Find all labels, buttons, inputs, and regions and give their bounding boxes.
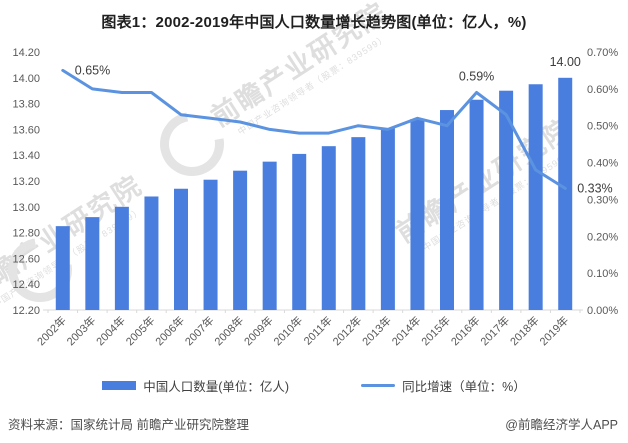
population-bar xyxy=(55,226,70,310)
left-axis-tick-label: 12.20 xyxy=(12,305,40,317)
x-axis-label: 2012年 xyxy=(329,313,364,348)
population-bar xyxy=(440,110,454,310)
x-axis-label: 2006年 xyxy=(152,313,187,348)
x-axis-label: 2002年 xyxy=(34,313,69,348)
population-bar xyxy=(528,84,543,310)
x-axis-label: 2010年 xyxy=(270,313,305,348)
x-axis-label: 2014年 xyxy=(389,313,424,348)
population-bar xyxy=(262,161,277,310)
x-axis-label: 2019年 xyxy=(536,313,571,348)
left-axis-tick-label: 12.60 xyxy=(12,253,40,265)
population-bar xyxy=(233,170,248,310)
left-axis-tick-label: 13.20 xyxy=(12,176,40,188)
chart-footer: 资料来源：国家统计局 前瞻产业研究院整理 @前瞻经济学人APP xyxy=(0,414,628,433)
population-bar xyxy=(321,146,336,310)
legend-item-growth: 同比增速（单位：%） xyxy=(361,376,526,395)
left-axis-tick-label: 13.00 xyxy=(12,202,40,214)
x-axis-label: 2007年 xyxy=(182,313,217,348)
population-bar xyxy=(410,119,425,310)
left-axis-tick-label: 13.40 xyxy=(12,150,40,162)
x-axis-label: 2015年 xyxy=(418,313,453,348)
right-axis-tick-label: 0.30% xyxy=(587,194,618,206)
x-axis-label: 2011年 xyxy=(300,313,334,347)
left-axis-tick-label: 14.00 xyxy=(12,73,40,85)
population-bar xyxy=(144,196,159,310)
bar-swatch-icon xyxy=(102,381,137,390)
population-bar xyxy=(469,99,484,310)
data-label: 0.59% xyxy=(459,70,494,84)
left-axis-tick-label: 14.20 xyxy=(12,47,40,59)
right-axis-tick-label: 0.70% xyxy=(587,47,618,59)
population-bar xyxy=(292,153,307,310)
right-axis-tick-label: 0.50% xyxy=(587,121,618,133)
population-bar xyxy=(203,179,218,310)
line-swatch-icon xyxy=(361,384,396,387)
right-axis-tick-label: 0.60% xyxy=(587,84,618,96)
population-bar xyxy=(499,90,514,310)
x-axis-label: 2005年 xyxy=(123,313,158,348)
growth-rate-line xyxy=(61,68,567,190)
population-bar xyxy=(558,77,573,310)
x-axis-label: 2004年 xyxy=(93,313,128,348)
right-axis-tick-label: 0.10% xyxy=(587,268,618,280)
x-axis-label: 2018年 xyxy=(507,313,542,348)
legend-item-population: 中国人口数量(单位：亿人) xyxy=(102,376,289,395)
population-bar xyxy=(380,128,395,310)
data-source-text: 资料来源：国家统计局 前瞻产业研究院整理 xyxy=(8,418,249,432)
left-axis-tick-label: 12.80 xyxy=(12,228,40,240)
chart-legend: 中国人口数量(单位：亿人) 同比增速（单位：%） xyxy=(0,376,628,395)
legend-label-growth: 同比增速（单位：%） xyxy=(402,380,526,394)
left-axis-tick-label: 13.80 xyxy=(12,99,40,111)
population-bar xyxy=(85,217,100,310)
data-label: 0.65% xyxy=(75,63,110,77)
right-axis-tick-label: 0.20% xyxy=(587,231,618,243)
population-bar xyxy=(174,188,188,310)
x-axis-label: 2008年 xyxy=(211,313,246,348)
chart-title: 图表1：2002-2019年中国人口数量增长趋势图(单位：亿人，%) xyxy=(101,14,527,31)
population-bar xyxy=(114,206,129,310)
left-axis-tick-label: 12.40 xyxy=(12,279,40,291)
x-axis-label: 2013年 xyxy=(359,313,394,348)
x-axis-label: 2017年 xyxy=(477,313,512,348)
right-axis-tick-label: 0.00% xyxy=(587,305,618,317)
x-axis-label: 2009年 xyxy=(241,313,276,348)
data-label: 14.00 xyxy=(550,55,581,69)
data-label: 0.33% xyxy=(577,181,612,195)
x-axis-label: 2003年 xyxy=(63,313,98,348)
x-axis-label: 2016年 xyxy=(448,313,483,348)
credit-text: @前瞻经济学人APP xyxy=(505,418,618,432)
legend-label-population: 中国人口数量(单位：亿人) xyxy=(143,380,290,394)
population-bar xyxy=(351,137,366,310)
left-axis-tick-label: 13.60 xyxy=(12,124,40,136)
right-axis-tick-label: 0.40% xyxy=(587,158,618,170)
population-growth-chart: 14.20 14.00 13.80 13.60 13.40 13.20 13.00 12.80… xyxy=(12,47,618,348)
